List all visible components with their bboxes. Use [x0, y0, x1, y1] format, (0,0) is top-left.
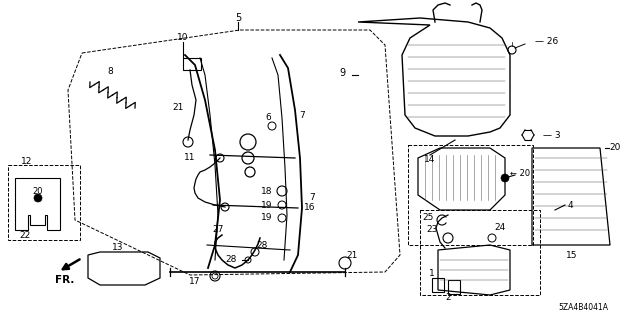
Text: 15: 15 — [566, 250, 578, 259]
Text: — 3: — 3 — [543, 130, 561, 139]
Text: FR.: FR. — [55, 275, 75, 285]
Text: 9: 9 — [339, 68, 345, 78]
Text: 1: 1 — [429, 269, 435, 278]
Text: 7: 7 — [309, 194, 315, 203]
Text: 21: 21 — [172, 102, 184, 112]
Text: 25: 25 — [422, 213, 434, 222]
Text: 27: 27 — [212, 226, 224, 234]
Text: 22: 22 — [19, 231, 31, 240]
Bar — [420, 210, 540, 295]
Text: — 26: — 26 — [535, 38, 558, 47]
Circle shape — [501, 174, 509, 182]
Text: 19: 19 — [260, 201, 272, 210]
Text: 13: 13 — [112, 243, 124, 253]
Bar — [432, 278, 444, 292]
Text: 10: 10 — [177, 33, 189, 42]
Text: ← 20: ← 20 — [510, 168, 530, 177]
Text: 5ZA4B4041A: 5ZA4B4041A — [558, 303, 608, 313]
Bar — [8, 165, 80, 240]
Text: 18: 18 — [260, 187, 272, 196]
Bar — [448, 280, 460, 294]
Text: 7: 7 — [299, 110, 305, 120]
Text: 2: 2 — [445, 293, 451, 301]
Bar — [408, 145, 533, 245]
Text: 4: 4 — [567, 201, 573, 210]
Text: 19: 19 — [260, 213, 272, 222]
Text: 21: 21 — [346, 250, 358, 259]
Text: 11: 11 — [184, 153, 195, 162]
Text: 14: 14 — [424, 155, 436, 165]
Bar — [183, 58, 201, 70]
Text: 12: 12 — [21, 158, 33, 167]
Text: 8: 8 — [107, 68, 113, 77]
Text: 5: 5 — [235, 13, 241, 23]
Text: 20: 20 — [33, 187, 44, 196]
Circle shape — [34, 194, 42, 202]
Text: 17: 17 — [189, 278, 201, 286]
Text: 28: 28 — [256, 241, 268, 249]
Text: 20: 20 — [609, 144, 621, 152]
Text: 23: 23 — [426, 226, 438, 234]
Text: 6: 6 — [265, 114, 271, 122]
Text: 24: 24 — [494, 224, 506, 233]
Text: 16: 16 — [304, 204, 316, 212]
Text: 28: 28 — [226, 256, 237, 264]
